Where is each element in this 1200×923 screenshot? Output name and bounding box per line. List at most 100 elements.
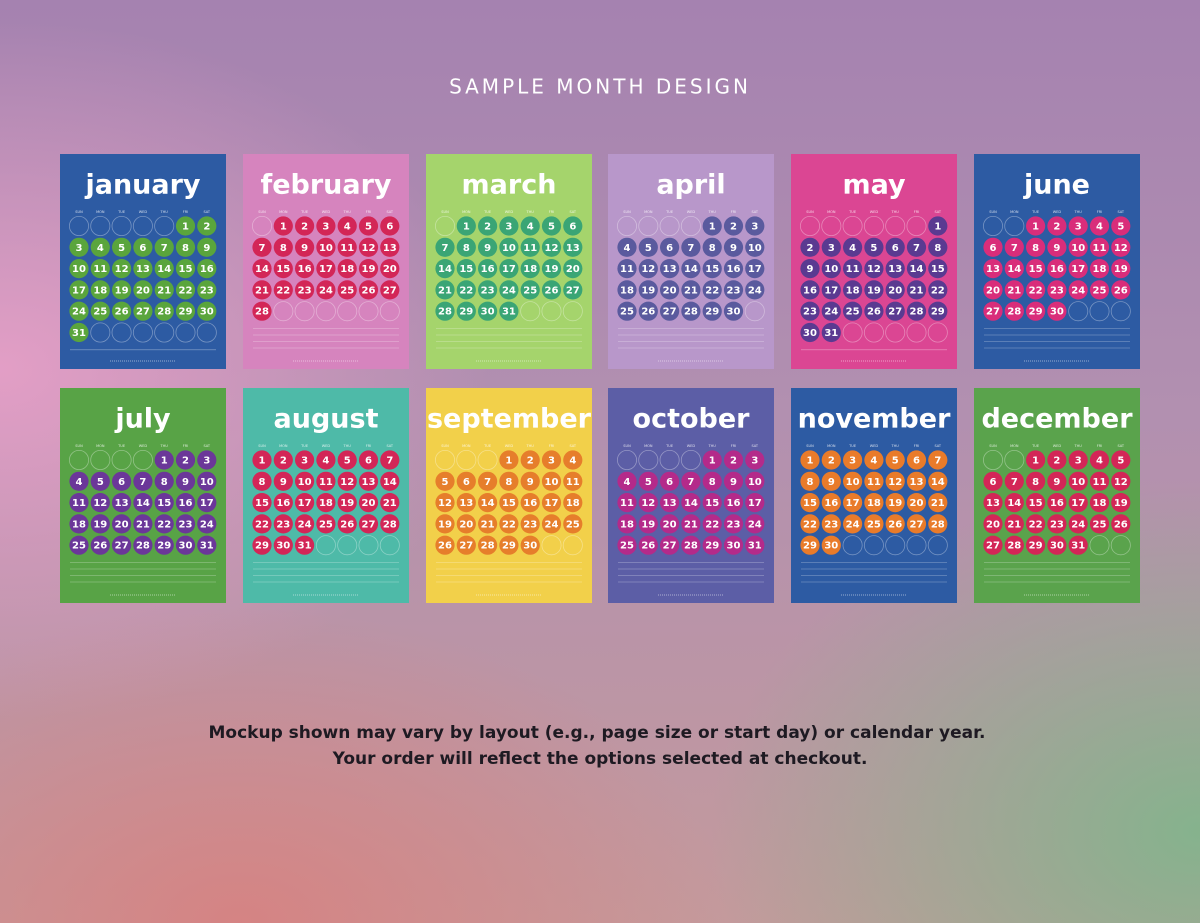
day-dot [681,301,701,321]
day-dot [273,216,293,236]
day-number: 21 [438,285,452,296]
day-number: 7 [913,243,920,254]
day-dot [983,237,1003,257]
weekday-label: SAT [935,444,942,448]
day-number: 23 [298,285,312,296]
day-number: 24 [72,307,86,318]
day-dot [456,493,476,513]
day-dot [252,280,272,300]
day-dot [864,471,884,491]
day-number: 13 [362,477,376,488]
day-number: 6 [569,222,576,233]
day-number: 11 [340,243,354,254]
day-dot [563,493,583,513]
month-name: july [114,404,171,435]
day-dot [358,259,379,279]
day-number: 14 [1007,264,1021,275]
day-dot [197,493,217,513]
day-number: 27 [663,541,677,552]
day-number: 13 [663,498,677,509]
day-dot [821,493,841,513]
day-number: 4 [870,456,877,467]
day-number: 8 [161,477,168,488]
day-dot [723,471,744,491]
day-dot [681,535,701,555]
day-number: 6 [913,456,920,467]
weekday-label: FRI [366,210,371,214]
day-number: 27 [362,519,376,530]
weekday-label: THU [343,210,352,214]
day-number: 1 [1032,456,1039,467]
day-number: 5 [344,456,351,467]
day-number: 16 [298,264,312,275]
day-number: 4 [624,477,631,488]
day-dot [1047,280,1067,300]
day-number: 23 [200,285,214,296]
day-number: 30 [1050,307,1064,318]
day-number: 26 [641,307,655,318]
day-number: 11 [620,264,634,275]
day-dot [821,237,841,257]
day-dot [1111,216,1131,236]
empty-cell [132,322,153,343]
day-number: 28 [438,307,452,318]
day-dot [69,280,89,300]
weekday-label: THU [891,444,900,448]
weekday-label: WED [687,444,696,448]
day-dot [252,535,272,555]
empty-cell [520,301,541,322]
weekday-label: WED [1053,210,1062,214]
empty-cell [337,535,358,556]
empty-cell [562,301,583,322]
day-dot [499,216,519,236]
weekday-label: MON [827,210,836,214]
day-dot [316,280,336,300]
day-number: 5 [1117,222,1124,233]
day-dot [133,237,153,257]
day-number: 25 [1093,519,1107,530]
weekday-label: TUE [300,210,308,214]
day-dot [800,471,820,491]
day-number: 11 [319,477,333,488]
day-number: 19 [641,285,655,296]
day-dot [295,237,315,257]
day-number: 7 [1011,477,1018,488]
day-number: 22 [931,285,945,296]
weekday-label: TUE [483,444,491,448]
day-dot [1068,493,1088,513]
day-number: 9 [1053,477,1060,488]
day-number: 28 [684,541,698,552]
day-dot [90,471,110,491]
day-number: 30 [1050,541,1064,552]
day-dot [337,450,357,470]
empty-cell [90,215,111,236]
day-number: 14 [931,477,945,488]
day-dot [660,301,680,321]
day-dot [197,280,217,300]
day-number: 14 [481,498,495,509]
month-name: october [633,404,751,435]
month-name: january [84,170,200,201]
day-dot [1004,514,1024,534]
day-dot [1047,535,1067,555]
day-dot [638,237,658,257]
day-dot [337,280,357,300]
day-number: 16 [727,264,741,275]
day-dot [1068,237,1088,257]
day-dot [563,237,583,257]
day-number: 31 [72,328,86,339]
day-dot [154,471,174,491]
empty-cell [456,449,477,470]
day-number: 3 [203,456,210,467]
day-number: 17 [1071,498,1085,509]
weekday-label: WED [1053,444,1062,448]
day-number: 2 [828,456,835,467]
day-dot [638,280,658,300]
day-number: 19 [362,264,376,275]
empty-cell [983,449,1004,470]
month-name: june [1023,170,1090,201]
day-dot [723,301,744,321]
day-number: 5 [645,477,652,488]
day-dot [821,280,841,300]
